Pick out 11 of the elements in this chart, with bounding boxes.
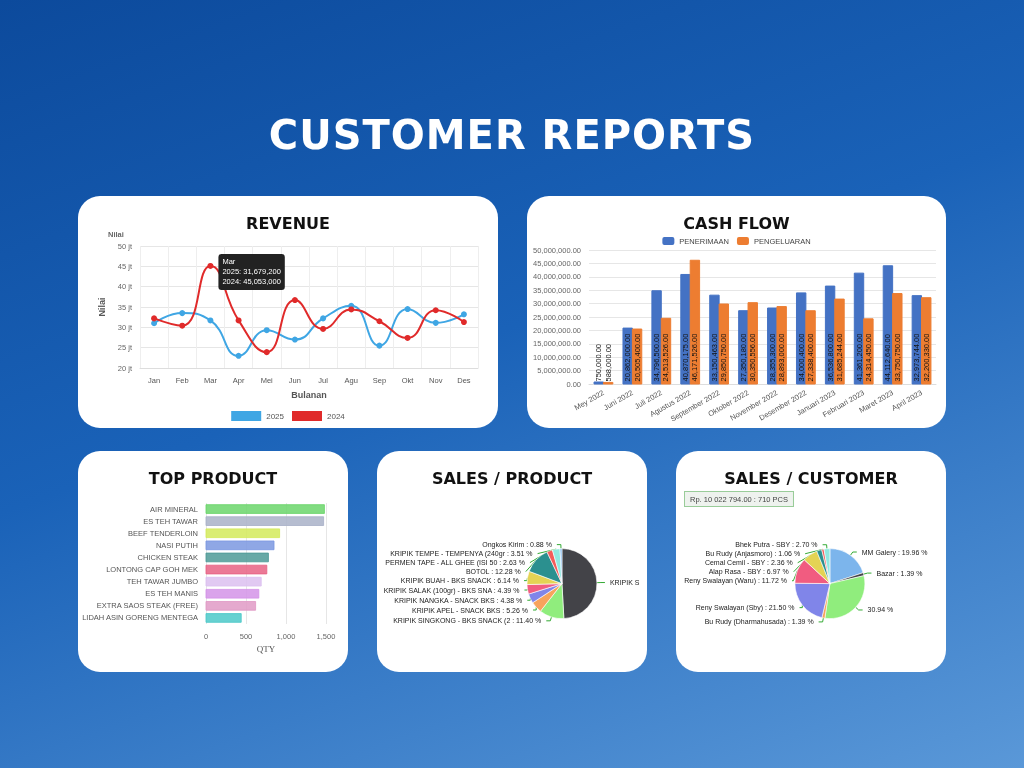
chart-title: SALES / PRODUCT [431,468,593,488]
chart-title: TOP PRODUCT [148,468,278,488]
chart-title: CASH FLOW [683,213,791,233]
chart-title: SALES / CUSTOMER [724,468,898,488]
chart-title: REVENUE [246,213,330,233]
y-axis-title: Nilai [97,297,108,317]
x-axis-title: QTY [256,644,276,655]
text: CUSTOMER REPORTS [267,112,757,158]
legend-label: 2024 [327,411,346,421]
x-axis-title: Bulanan [291,389,327,400]
legend-label: 2025 [266,411,285,421]
